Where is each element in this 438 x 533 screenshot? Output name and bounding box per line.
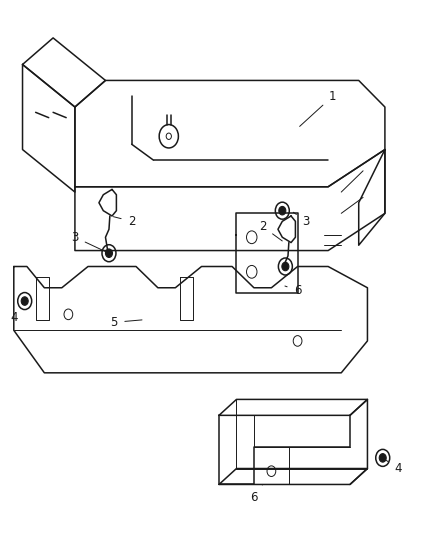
Text: 6: 6 <box>285 284 301 297</box>
Text: 6: 6 <box>250 484 263 504</box>
Circle shape <box>21 297 28 305</box>
Circle shape <box>282 262 289 271</box>
Text: 1: 1 <box>300 90 336 126</box>
Text: 4: 4 <box>10 303 23 324</box>
Text: 3: 3 <box>71 231 106 252</box>
Text: 5: 5 <box>110 316 142 329</box>
Text: 2: 2 <box>259 220 282 241</box>
Text: 4: 4 <box>385 459 402 475</box>
Text: 2: 2 <box>113 215 135 228</box>
Text: 3: 3 <box>293 212 310 228</box>
Circle shape <box>106 249 113 257</box>
Circle shape <box>279 206 286 215</box>
Circle shape <box>379 454 386 462</box>
